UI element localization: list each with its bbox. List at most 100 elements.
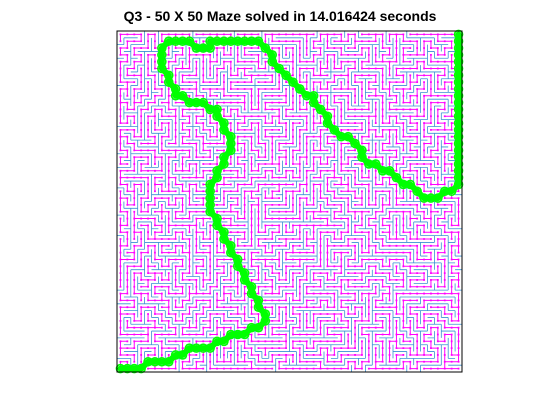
solution-marker (191, 343, 202, 353)
solution-marker (295, 84, 305, 94)
solution-marker (253, 36, 264, 47)
solution-marker (177, 36, 188, 47)
solution-marker (226, 36, 236, 47)
solution-marker (281, 70, 291, 81)
solution-marker (267, 56, 278, 67)
solution-marker (453, 172, 464, 183)
solution-marker (205, 193, 215, 203)
solution-marker (384, 166, 395, 176)
solution-marker (219, 234, 229, 244)
solution-marker (322, 111, 333, 122)
solution-marker (308, 90, 319, 101)
solution-marker (163, 77, 174, 87)
solution-marker (157, 43, 167, 53)
solution-marker (198, 43, 209, 53)
solution-marker (253, 322, 264, 333)
solution-marker (143, 356, 153, 367)
solution-marker (226, 247, 236, 258)
solution-marker (212, 111, 222, 122)
solution-marker (301, 90, 312, 101)
solution-marker (184, 343, 195, 353)
solution-marker (288, 77, 298, 87)
solution-marker (453, 90, 464, 101)
solution-marker (205, 186, 215, 197)
solution-marker (350, 138, 360, 149)
solution-marker (198, 343, 209, 353)
solution-marker (157, 56, 167, 67)
solution-marker (253, 295, 264, 306)
solution-marker (377, 166, 388, 176)
solution-marker (453, 152, 464, 162)
solution-marker (453, 104, 464, 115)
solution-marker (453, 56, 464, 67)
solution-marker (453, 131, 464, 142)
solution-marker (239, 329, 250, 340)
solution-marker (246, 288, 257, 299)
solution-marker (453, 43, 464, 53)
solution-marker (219, 152, 229, 162)
solution-marker (453, 29, 464, 40)
solution-marker (219, 227, 229, 237)
solution-marker (157, 356, 167, 367)
solution-marker (246, 281, 257, 292)
solution-marker (212, 220, 222, 231)
solution-marker (205, 36, 215, 47)
solution-marker (212, 166, 222, 176)
solution-marker (226, 241, 236, 251)
solution-marker (322, 118, 333, 128)
solution-marker (439, 186, 450, 197)
solution-marker (453, 63, 464, 74)
solution-marker (260, 43, 271, 53)
solution-marker (170, 36, 181, 47)
solution-marker (364, 159, 374, 169)
solution-marker (446, 186, 457, 197)
solution-marker (122, 363, 133, 374)
solution-marker (157, 50, 167, 60)
solution-marker (357, 152, 367, 162)
solution-marker (212, 336, 222, 347)
solution-marker (329, 125, 340, 135)
solution-marker (212, 104, 222, 115)
solution-marker (453, 166, 464, 176)
solution-marker (453, 159, 464, 169)
solution-marker (232, 36, 243, 47)
solution-marker (260, 309, 271, 319)
solution-marker (226, 138, 236, 149)
solution-marker (170, 90, 181, 101)
solution-marker (453, 84, 464, 94)
solution-marker (453, 77, 464, 87)
solution-marker (205, 206, 215, 217)
solution-marker (232, 329, 243, 340)
solution-marker (453, 145, 464, 156)
solution-marker (205, 179, 215, 190)
solution-marker (212, 36, 222, 47)
solution-marker (370, 159, 381, 169)
solution-marker (219, 125, 229, 135)
solution-marker (205, 43, 215, 53)
solution-marker (191, 97, 202, 108)
solution-marker (177, 90, 188, 101)
solution-marker (398, 179, 409, 190)
solution-marker (239, 268, 250, 278)
solution-marker (219, 336, 229, 347)
solution-marker (260, 316, 271, 326)
solution-marker (433, 193, 443, 203)
solution-marker (205, 104, 215, 115)
solution-marker (336, 131, 347, 142)
solution-marker (232, 254, 243, 265)
figure-title: Q3 - 50 X 50 Maze solved in 14.016424 se… (123, 8, 437, 24)
solution-marker (219, 118, 229, 128)
solution-marker (453, 70, 464, 81)
solution-marker (226, 131, 236, 142)
solution-marker (267, 50, 278, 60)
solution-marker (205, 343, 215, 353)
maze-frame (116, 30, 463, 373)
solution-marker (453, 125, 464, 135)
solution-marker (419, 193, 429, 203)
solution-marker (239, 275, 250, 285)
solution-marker (453, 118, 464, 128)
solution-marker (219, 36, 229, 47)
solution-marker (163, 356, 174, 367)
solution-marker (315, 104, 326, 115)
